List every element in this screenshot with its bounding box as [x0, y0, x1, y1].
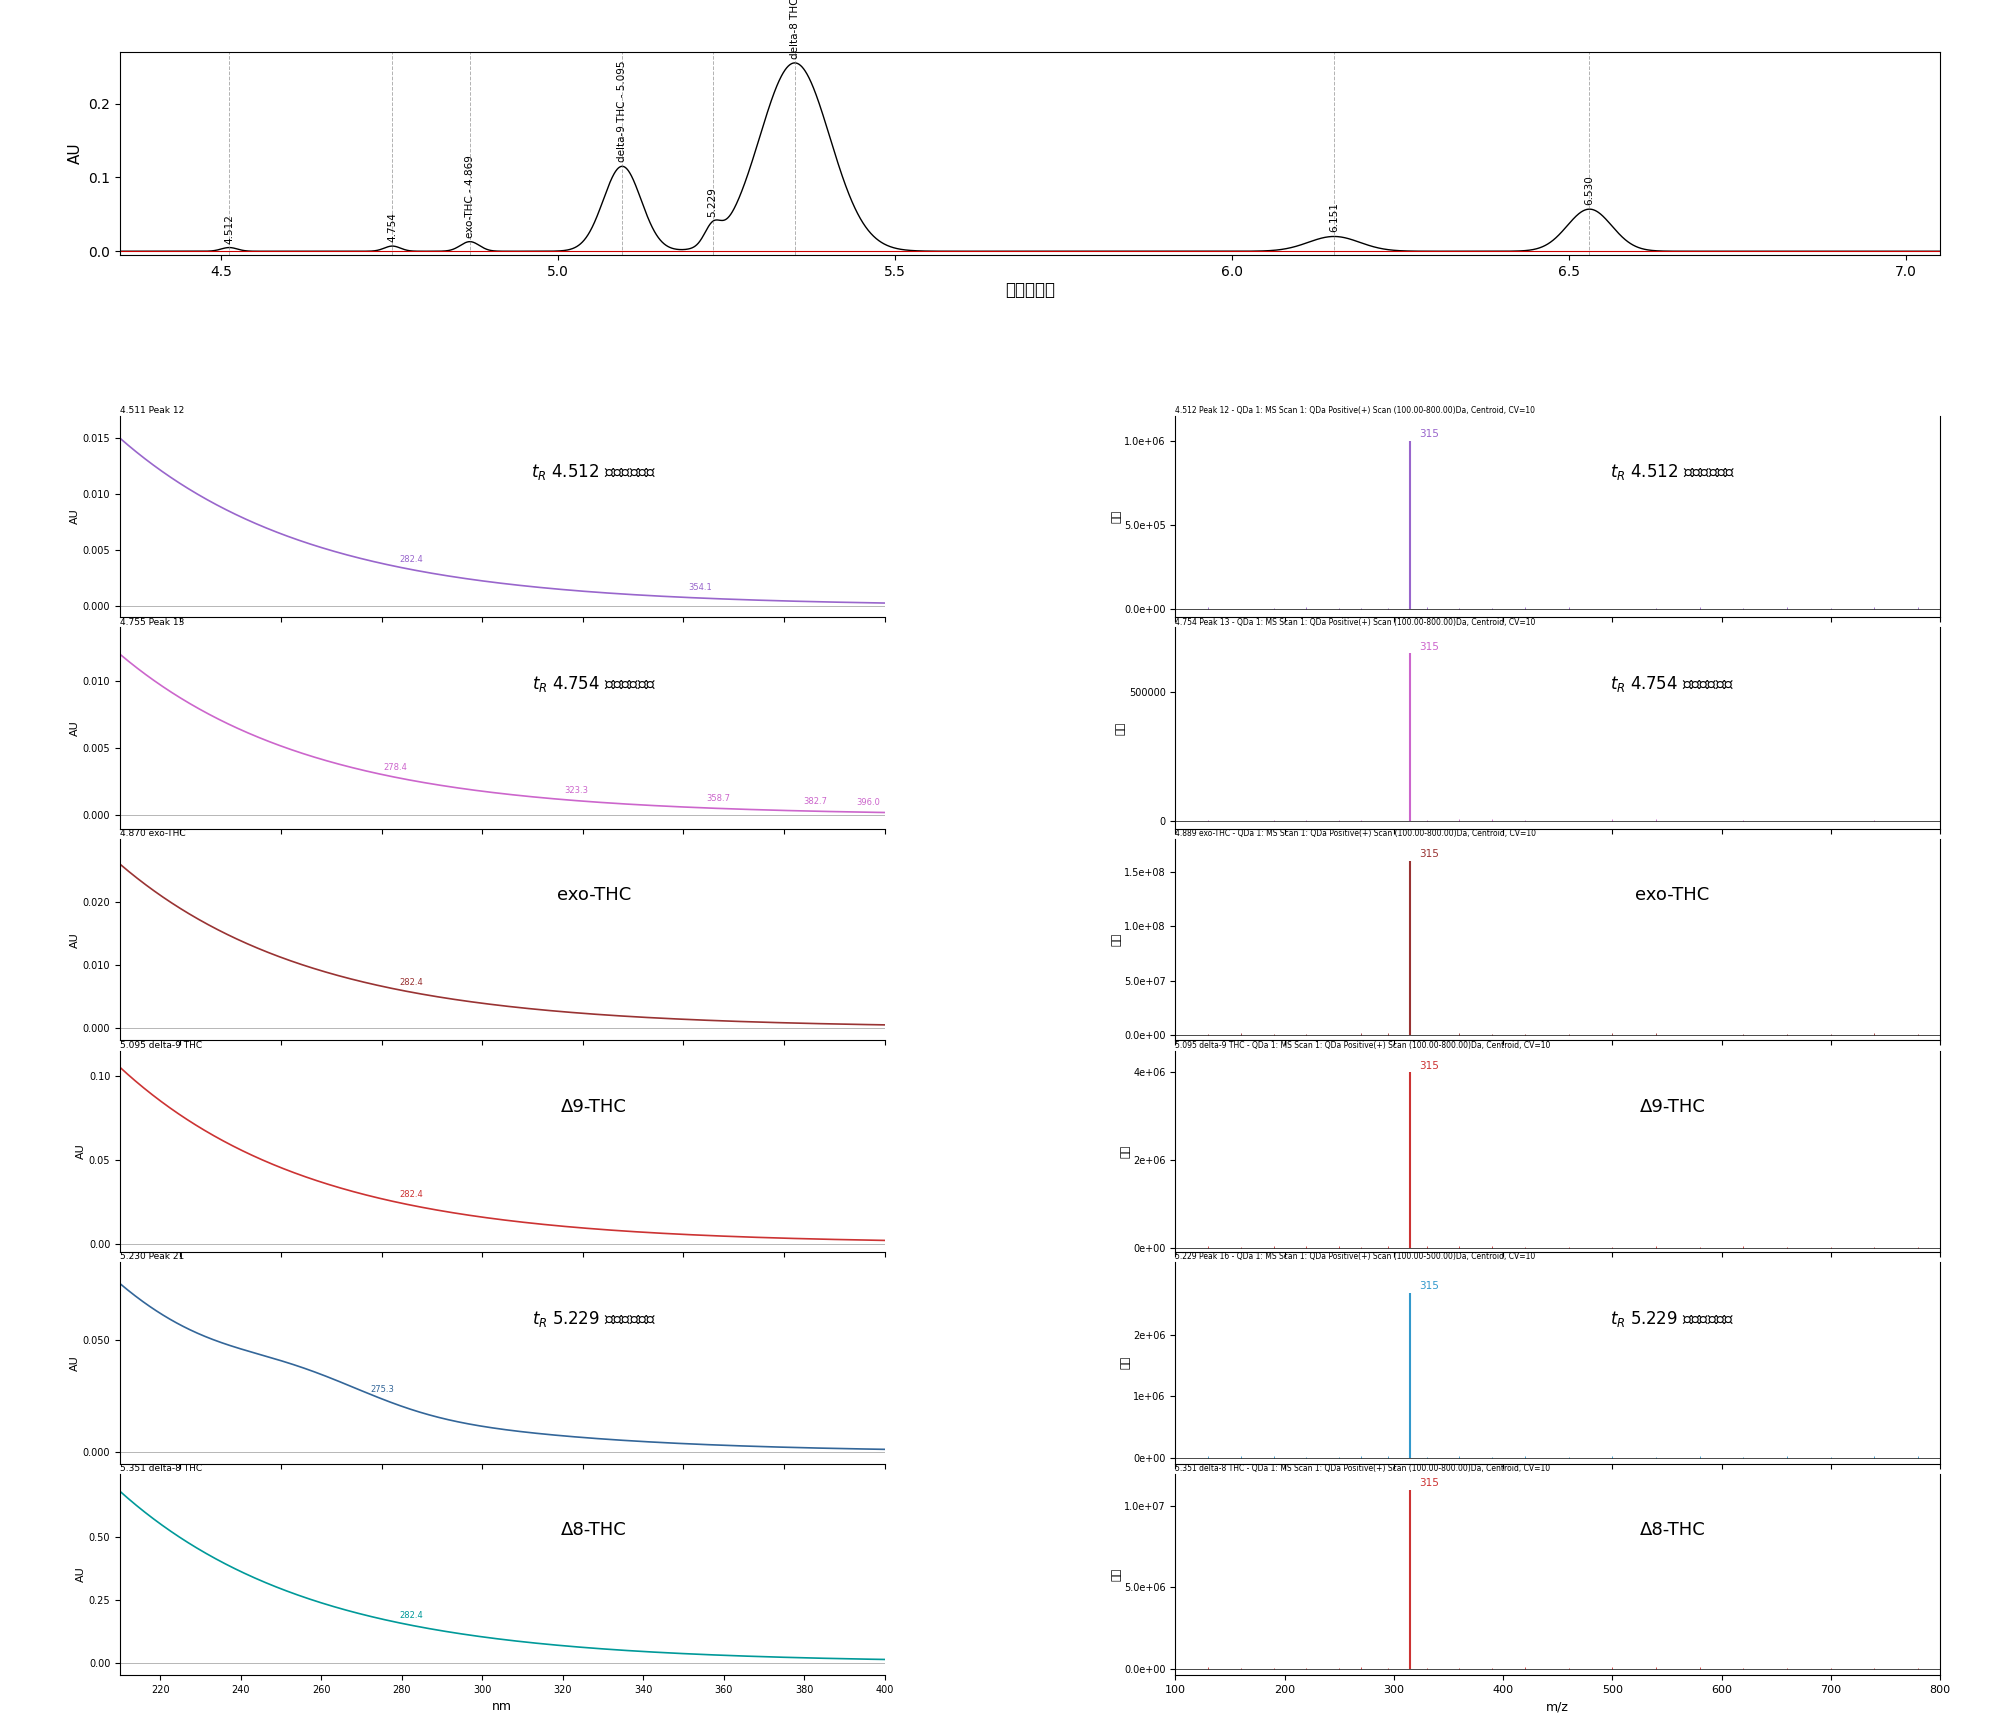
Text: 315: 315 — [1418, 1478, 1438, 1489]
Text: exo-THC - 4.869: exo-THC - 4.869 — [464, 155, 474, 238]
Text: 282.4: 282.4 — [400, 1611, 424, 1620]
Text: Δ9-THC: Δ9-THC — [1640, 1098, 1706, 1116]
X-axis label: nm: nm — [492, 1701, 512, 1713]
Text: 315: 315 — [1418, 1060, 1438, 1071]
Text: 278.4: 278.4 — [384, 763, 408, 772]
Text: 5.230 Peak 21: 5.230 Peak 21 — [120, 1252, 184, 1261]
Text: 396.0: 396.0 — [856, 798, 880, 807]
Text: 315: 315 — [1418, 850, 1438, 858]
Text: 4.755 Peak 13: 4.755 Peak 13 — [120, 618, 184, 627]
Text: delta-9 THC - 5.095: delta-9 THC - 5.095 — [618, 60, 628, 162]
Text: 4.754: 4.754 — [388, 212, 398, 242]
X-axis label: 時間（分）: 時間（分） — [1006, 282, 1056, 299]
Text: 5.351 delta-8 THC - QDa 1: MS Scan 1: QDa Positive(+) Scan (100.00-800.00)Da, Ce: 5.351 delta-8 THC - QDa 1: MS Scan 1: QD… — [1176, 1464, 1550, 1473]
Y-axis label: 強度: 強度 — [1112, 509, 1122, 523]
Y-axis label: AU: AU — [76, 1566, 86, 1582]
Text: 315: 315 — [1418, 430, 1438, 439]
Y-axis label: AU: AU — [76, 1143, 86, 1159]
Y-axis label: AU: AU — [70, 720, 80, 736]
Text: 4.512 Peak 12 - QDa 1: MS Scan 1: QDa Positive(+) Scan (100.00-800.00)Da, Centro: 4.512 Peak 12 - QDa 1: MS Scan 1: QDa Po… — [1176, 406, 1536, 414]
Y-axis label: AU: AU — [70, 1356, 80, 1371]
Text: Δ8-THC: Δ8-THC — [562, 1521, 626, 1539]
Text: $t_R$ 4.512 分の未知成分: $t_R$ 4.512 分の未知成分 — [532, 463, 656, 482]
Text: 315: 315 — [1418, 1281, 1438, 1292]
Text: 6.530: 6.530 — [1584, 176, 1594, 206]
Text: 5.095 delta-9 THC - QDa 1: MS Scan 1: QDa Positive(+) Scan (100.00-800.00)Da, Ce: 5.095 delta-9 THC - QDa 1: MS Scan 1: QD… — [1176, 1041, 1550, 1050]
Text: 4.870 exo-THC: 4.870 exo-THC — [120, 829, 186, 838]
Text: 5.229: 5.229 — [708, 188, 718, 218]
Text: $t_R$ 4.754 分の未知成分: $t_R$ 4.754 分の未知成分 — [1610, 674, 1734, 694]
Text: 315: 315 — [1418, 641, 1438, 651]
Text: 6.151: 6.151 — [1330, 202, 1340, 233]
Text: 5.229 Peak 16 - QDa 1: MS Scan 1: QDa Positive(+) Scan (100.00-500.00)Da, Centro: 5.229 Peak 16 - QDa 1: MS Scan 1: QDa Po… — [1176, 1252, 1536, 1261]
Text: 382.7: 382.7 — [804, 796, 828, 807]
Text: Δ8-THC: Δ8-THC — [1640, 1521, 1706, 1539]
Text: 4.754 Peak 13 - QDa 1: MS Scan 1: QDa Positive(+) Scan (100.00-800.00)Da, Centro: 4.754 Peak 13 - QDa 1: MS Scan 1: QDa Po… — [1176, 618, 1536, 627]
Text: Δ9-THC: Δ9-THC — [562, 1098, 628, 1116]
Text: exo-THC: exo-THC — [1636, 886, 1710, 905]
Y-axis label: 強度: 強度 — [1112, 933, 1122, 946]
Text: 4.511 Peak 12: 4.511 Peak 12 — [120, 406, 184, 414]
Text: 4.512: 4.512 — [224, 214, 234, 244]
Text: 358.7: 358.7 — [706, 794, 730, 803]
Text: 323.3: 323.3 — [564, 786, 588, 794]
Y-axis label: 強度: 強度 — [1120, 1145, 1130, 1157]
Text: 5.095 delta-9 THC: 5.095 delta-9 THC — [120, 1041, 202, 1050]
X-axis label: m/z: m/z — [1546, 1701, 1570, 1713]
Text: 282.4: 282.4 — [400, 1190, 424, 1200]
Y-axis label: 強度: 強度 — [1112, 1568, 1122, 1580]
Y-axis label: 強度: 強度 — [1120, 1356, 1130, 1370]
Text: $t_R$ 4.754 分の未知成分: $t_R$ 4.754 分の未知成分 — [532, 674, 656, 694]
Text: 4.889 exo-THC - QDa 1: MS Scan 1: QDa Positive(+) Scan (100.00-800.00)Da, Centro: 4.889 exo-THC - QDa 1: MS Scan 1: QDa Po… — [1176, 829, 1536, 838]
Text: 282.4: 282.4 — [400, 977, 424, 986]
Text: $t_R$ 5.229 分の未知成分: $t_R$ 5.229 分の未知成分 — [1610, 1309, 1734, 1328]
Y-axis label: 強度: 強度 — [1116, 722, 1126, 734]
Text: 275.3: 275.3 — [370, 1385, 394, 1394]
Text: 354.1: 354.1 — [688, 584, 712, 592]
Text: 282.4: 282.4 — [400, 554, 424, 563]
Text: exo-THC: exo-THC — [556, 886, 632, 905]
Text: $t_R$ 4.512 分の未知成分: $t_R$ 4.512 分の未知成分 — [1610, 463, 1736, 482]
Text: 5.351 delta-8 THC: 5.351 delta-8 THC — [120, 1464, 202, 1473]
Text: delta-8 THC - 5.351: delta-8 THC - 5.351 — [790, 0, 800, 59]
Y-axis label: AU: AU — [70, 933, 80, 948]
Text: $t_R$ 5.229 分の未知成分: $t_R$ 5.229 分の未知成分 — [532, 1309, 656, 1328]
Y-axis label: AU: AU — [70, 509, 80, 525]
Y-axis label: AU: AU — [68, 143, 82, 164]
